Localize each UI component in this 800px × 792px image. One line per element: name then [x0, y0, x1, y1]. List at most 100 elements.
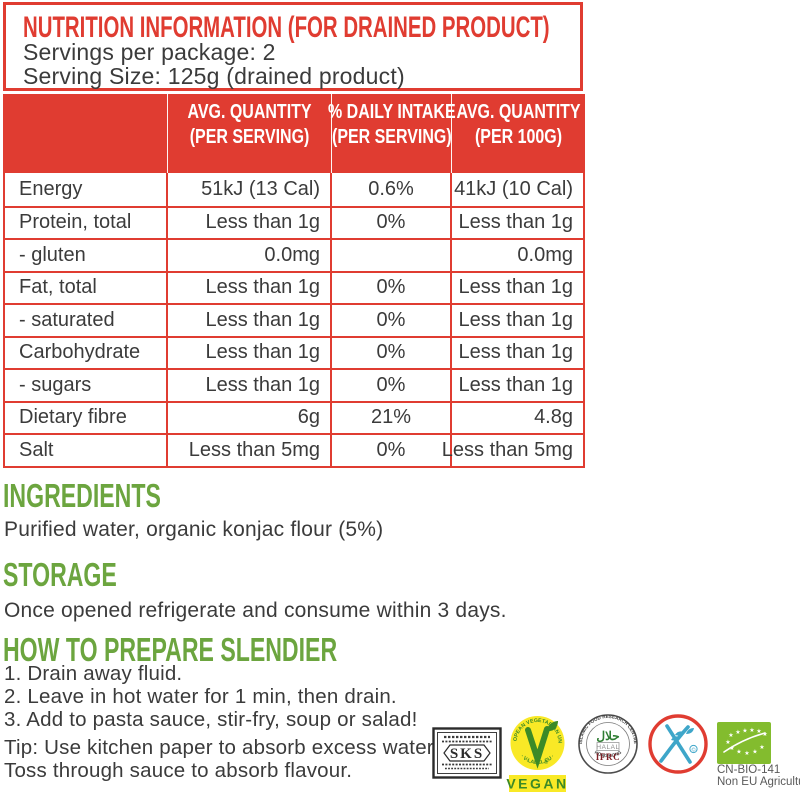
cell-per-100g: Less than 1g	[458, 308, 573, 331]
cell-per-100g: 4.8g	[534, 406, 573, 429]
cell-per-100g: 41kJ (10 Cal)	[454, 177, 573, 200]
halal-word: HALAL	[596, 744, 619, 751]
cell-per-serving: 6g	[168, 402, 332, 433]
table-row-dietary-fibre: Dietary fibre 6g 21% 4.8g	[5, 400, 583, 433]
svg-text:★: ★	[752, 749, 757, 756]
eu-organic-code: CN-BIO-141	[717, 764, 781, 776]
ifrc-text: IFRC	[596, 752, 620, 762]
prepare-tip-line-1: Tip: Use kitchen paper to absorb excess …	[4, 736, 439, 759]
cell-daily-intake: 0%	[332, 370, 452, 401]
cell-daily-intake: 0.6%	[332, 173, 452, 206]
servings-per-package: Servings per package: 2	[23, 39, 276, 65]
cell-per-serving: Less than 1g	[168, 370, 332, 401]
cell-per-serving: Less than 1g	[168, 337, 332, 368]
prepare-tip: Tip: Use kitchen paper to absorb excess …	[4, 736, 439, 782]
header-cell-per-100g: AVG. QUANTITY (PER 100G)	[456, 100, 581, 148]
vegan-leaf	[547, 721, 558, 732]
copyright-mark: ©	[691, 746, 696, 753]
sks-text: SKS	[450, 746, 484, 762]
cell-daily-intake: 0%	[332, 305, 452, 336]
svg-text:★: ★	[749, 727, 754, 734]
vegan-v-label-logo: EUROPEAN VEGETARIAN UNION · V-LABEL.EU ·…	[506, 715, 568, 792]
cell-daily-intake	[332, 240, 452, 271]
leaf-swoosh	[723, 732, 766, 753]
svg-text:★: ★	[762, 731, 767, 738]
cell-per-serving: Less than 1g	[168, 305, 332, 336]
halal-ifrc-logo: ISLAMIC FOOD RESEARCH CENTRE HONG KONG ح…	[578, 714, 638, 774]
cell-daily-intake: 0%	[332, 272, 452, 303]
table-row-sugars: - sugars Less than 1g 0% Less than 1g	[5, 368, 583, 401]
how-to-prepare-heading: HOW TO PREPARE SLENDIER	[3, 631, 338, 668]
eu-organic-leaf-logo: ★ ★ ★ ★ ★ ★ ★★★ ★ ★★	[717, 722, 771, 764]
storage-heading: STORAGE	[3, 556, 117, 593]
serving-size: Serving Size: 125g (drained product)	[23, 63, 405, 89]
halal-ring-bottom-text: HONG KONG	[594, 749, 623, 758]
prepare-tip-line-2: Toss through sauce to absorb flavour.	[4, 759, 353, 782]
cell-nutrient: Energy	[5, 173, 168, 206]
gluten-free-crossed-grain-icon: ©	[648, 714, 708, 774]
table-row-protein: Protein, total Less than 1g 0% Less than…	[5, 205, 583, 238]
svg-text:★: ★	[744, 750, 749, 757]
svg-text:★: ★	[729, 745, 734, 752]
vegan-registered-mark: ®	[544, 759, 548, 766]
storage-text: Once opened refrigerate and consume with…	[4, 599, 507, 622]
halal-arabic-text: حلال	[596, 729, 619, 743]
cell-per-100g: 0.0mg	[517, 243, 573, 266]
cell-per-serving: Less than 1g	[168, 207, 332, 238]
cell-per-serving: Less than 1g	[168, 272, 332, 303]
vegan-v-mark	[525, 726, 550, 769]
prepare-step-3: 3. Add to pasta sauce, stir-fry, soup or…	[4, 708, 418, 731]
leaf-stars: ★ ★ ★ ★ ★ ★ ★★★ ★ ★★	[725, 727, 767, 757]
prepare-step-1: 1. Drain away fluid.	[4, 662, 183, 685]
cell-nutrient: Salt	[5, 435, 168, 466]
cell-per-100g: Less than 1g	[458, 341, 573, 364]
table-row-carbohydrate: Carbohydrate Less than 1g 0% Less than 1…	[5, 335, 583, 368]
cell-per-serving: 51kJ (13 Cal)	[168, 173, 332, 206]
cell-nutrient: Protein, total	[5, 207, 168, 238]
cell-per-serving: Less than 5mg	[168, 435, 332, 466]
cell-per-100g: Less than 1g	[458, 373, 573, 396]
cell-nutrient: Fat, total	[5, 272, 168, 303]
cell-nutrient: Carbohydrate	[5, 337, 168, 368]
ingredients-heading: INGREDIENTS	[3, 477, 161, 514]
cell-daily-intake: 0%	[332, 435, 452, 466]
svg-text:★: ★	[735, 729, 740, 736]
nutrition-table: AVG. QUANTITY (PER SERVING) % DAILY INTAK…	[3, 94, 585, 468]
cell-nutrient: - saturated	[5, 305, 168, 336]
wheat-stem	[659, 725, 690, 763]
cell-per-serving: 0.0mg	[168, 240, 332, 271]
svg-text:★: ★	[725, 739, 730, 746]
header-cell-daily-intake: % DAILY INTAKE (PER SERVING)	[328, 94, 455, 173]
header-cell-blank	[3, 94, 168, 173]
table-row-energy: Energy 51kJ (13 Cal) 0.6% 41kJ (10 Cal)	[5, 173, 583, 206]
cell-daily-intake: 21%	[332, 402, 452, 433]
cell-per-100g: Less than 1g	[458, 276, 573, 299]
cell-nutrient: - gluten	[5, 240, 168, 271]
svg-text:HONG KONG: HONG KONG	[594, 749, 623, 758]
cell-nutrient: Dietary fibre	[5, 402, 168, 433]
ingredients-text: Purified water, organic konjac flour (5%…	[4, 518, 384, 541]
prepare-step-2: 2. Leave in hot water for 1 min, then dr…	[4, 685, 397, 708]
cell-per-100g: Less than 1g	[458, 211, 573, 234]
nutrition-table-header: AVG. QUANTITY (PER SERVING) % DAILY INTAK…	[3, 94, 585, 173]
cell-daily-intake: 0%	[332, 207, 452, 238]
table-row-gluten: - gluten 0.0mg 0.0mg	[5, 238, 583, 271]
svg-text:★: ★	[736, 749, 741, 756]
svg-text:★: ★	[742, 728, 747, 735]
svg-text:★: ★	[728, 732, 733, 739]
cell-daily-intake: 0%	[332, 337, 452, 368]
table-row-salt: Salt Less than 5mg 0% Less than 5mg	[5, 433, 583, 466]
vegan-label-text: VEGAN	[506, 776, 568, 792]
table-row-fat: Fat, total Less than 1g 0% Less than 1g	[5, 270, 583, 303]
nutrition-header-box: NUTRITION INFORMATION (FOR DRAINED PRODU…	[3, 2, 583, 91]
cross-slash	[665, 724, 692, 764]
sks-kosher-logo: SKS	[432, 727, 502, 779]
nutrition-title: NUTRITION INFORMATION (FOR DRAINED PRODU…	[23, 11, 550, 44]
table-row-saturated: - saturated Less than 1g 0% Less than 1g	[5, 303, 583, 336]
svg-text:★: ★	[756, 728, 761, 735]
nutrition-table-body: Energy 51kJ (13 Cal) 0.6% 41kJ (10 Cal) …	[3, 173, 585, 468]
cell-nutrient: - sugars	[5, 370, 168, 401]
prepare-steps: 1. Drain away fluid. 2. Leave in hot wat…	[4, 662, 418, 731]
cell-per-100g: Less than 5mg	[441, 438, 573, 461]
